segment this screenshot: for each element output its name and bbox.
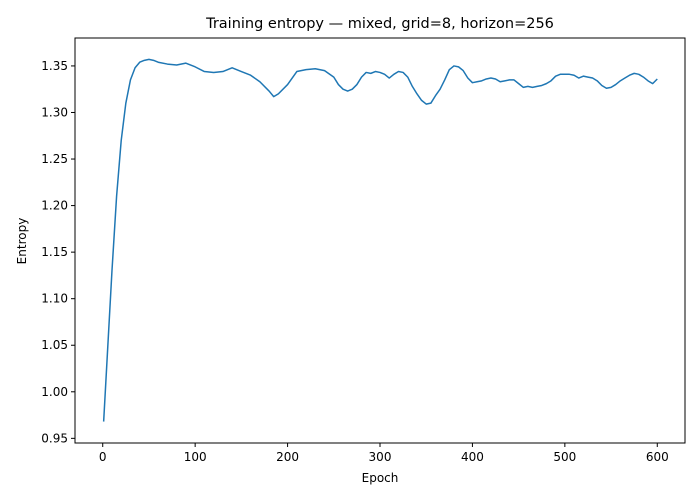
plot-frame xyxy=(74,37,686,444)
y-axis: 0.95 1.00 1.05 1.10 1.15 1.20 1.25 1.30 1.35 xyxy=(41,59,75,445)
x-tick-label: 100 xyxy=(184,450,207,464)
x-tick-label: 0 xyxy=(99,450,107,464)
y-axis-label: Entropy xyxy=(15,218,29,265)
x-axis-label: Epoch xyxy=(362,471,399,485)
y-tick-label: 1.00 xyxy=(41,385,68,399)
plot-area xyxy=(74,37,686,444)
y-tick-label: 1.15 xyxy=(41,245,68,259)
y-tick-label: 1.35 xyxy=(41,59,68,73)
entropy-series-line xyxy=(102,58,658,422)
y-tick-label: 1.10 xyxy=(41,292,68,306)
x-axis: 0 100 200 300 400 500 600 xyxy=(99,443,669,464)
x-tick-label: 600 xyxy=(646,450,669,464)
y-tick-label: 1.30 xyxy=(41,105,68,119)
y-tick-label: 1.20 xyxy=(41,199,68,213)
y-tick-label: 0.95 xyxy=(41,431,68,445)
x-tick-label: 200 xyxy=(276,450,299,464)
chart-title: Training entropy — mixed, grid=8, horizo… xyxy=(205,16,554,32)
x-tick-label: 500 xyxy=(553,450,576,464)
x-tick-label: 400 xyxy=(461,450,484,464)
x-tick-label: 300 xyxy=(369,450,392,464)
y-tick-label: 1.05 xyxy=(41,338,68,352)
y-tick-label: 1.25 xyxy=(41,152,68,166)
